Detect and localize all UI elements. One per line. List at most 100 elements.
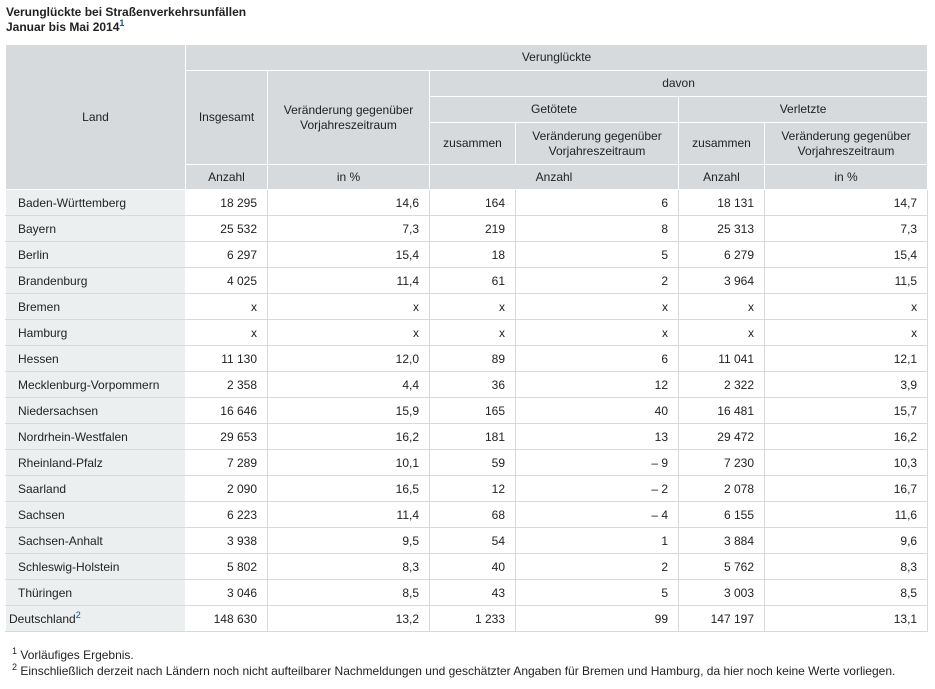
land-name: Thüringen — [18, 585, 73, 600]
cell-veraenderung-insgesamt: 11,4 — [267, 501, 430, 528]
cell-getoetete-zusammen: 12 — [429, 475, 516, 502]
cell-verletzte-veraenderung: 16,2 — [763, 423, 929, 450]
land-name: Mecklenburg-Vorpommern — [18, 377, 160, 392]
cell-insgesamt: 6 223 — [185, 501, 268, 528]
cell-getoetete-zusammen: 164 — [429, 189, 516, 216]
header-land: Land — [5, 44, 186, 190]
cell-insgesamt: 5 802 — [185, 553, 268, 580]
cell-verletzte-veraenderung: 8,3 — [763, 553, 929, 580]
table-row: Hessen 11 130 12,0 89 6 11 041 12,1 — [5, 345, 929, 372]
land-name: Brandenburg — [18, 273, 88, 288]
footnote-1: 1 Vorläufiges Ergebnis. — [12, 647, 895, 663]
cell-getoetete-zusammen: 54 — [429, 527, 516, 554]
header-verletzte-zusammen: zusammen — [678, 122, 765, 165]
land-name: Saarland — [18, 481, 67, 496]
footnote-ref-2[interactable]: 2 — [75, 609, 81, 620]
cell-getoetete-veraenderung: 2 — [515, 267, 679, 294]
land-name: Baden-Württemberg — [18, 195, 127, 210]
cell-veraenderung-insgesamt: 15,9 — [267, 397, 430, 424]
cell-veraenderung-insgesamt: 8,3 — [267, 553, 430, 580]
cell-verletzte-veraenderung: x — [763, 319, 929, 346]
cell-verletzte-veraenderung: 7,3 — [763, 215, 929, 242]
cell-veraenderung-insgesamt: 16,5 — [267, 475, 430, 502]
cell-verletzte-zusammen: 3 884 — [678, 527, 765, 554]
header-verletzte: Verletzte — [677, 96, 929, 123]
unit-verletzte-veraenderung: in % — [763, 164, 929, 190]
cell-veraenderung-insgesamt: 7,3 — [267, 215, 430, 242]
cell-verletzte-veraenderung: 14,7 — [763, 189, 929, 216]
land-cell: Mecklenburg-Vorpommern — [5, 371, 186, 398]
footnote-2-text: Einschließlich derzeit nach Ländern noch… — [20, 664, 896, 678]
table-row: Nordrhein-Westfalen 29 653 16,2 181 13 29 472… — [5, 423, 929, 450]
cell-getoetete-veraenderung: x — [515, 293, 679, 320]
land-cell: Bayern — [5, 215, 186, 242]
cell-getoetete-zusammen: 165 — [429, 397, 516, 424]
footnote-2-number: 2 — [12, 662, 18, 672]
cell-insgesamt: x — [185, 293, 268, 320]
cell-insgesamt: 4 025 — [185, 267, 268, 294]
cell-verletzte-veraenderung: 15,4 — [763, 241, 929, 268]
cell-veraenderung-insgesamt: 11,4 — [267, 267, 430, 294]
cell-getoetete-zusammen: 61 — [429, 267, 516, 294]
cell-verletzte-zusammen: 3 964 — [678, 267, 765, 294]
cell-getoetete-zusammen: 43 — [429, 579, 516, 606]
cell-verletzte-veraenderung: x — [763, 293, 929, 320]
table-row: Schleswig-Holstein 5 802 8,3 40 2 5 762 8,3 — [5, 553, 929, 580]
cell-verletzte-zusammen: 3 003 — [678, 579, 765, 606]
cell-verletzte-zusammen: 18 131 — [678, 189, 765, 216]
cell-getoetete-veraenderung: 8 — [515, 215, 679, 242]
footnote-ref-1[interactable]: 1 — [119, 18, 125, 28]
cell-insgesamt: 2 358 — [185, 371, 268, 398]
land-name: Schleswig-Holstein — [18, 559, 120, 574]
cell-insgesamt: 6 297 — [185, 241, 268, 268]
cell-getoetete-veraenderung: 5 — [515, 579, 679, 606]
cell-verletzte-zusammen: 6 279 — [678, 241, 765, 268]
land-cell: Schleswig-Holstein — [5, 553, 186, 580]
land-name: Berlin — [18, 247, 49, 262]
cell-insgesamt: 25 532 — [185, 215, 268, 242]
cell-verletzte-veraenderung: 16,7 — [763, 475, 929, 502]
land-name: Rheinland-Pfalz — [18, 455, 103, 470]
header-getoetete-zusammen: zusammen — [429, 122, 516, 165]
cell-veraenderung-insgesamt: 15,4 — [267, 241, 430, 268]
cell-verletzte-zusammen: x — [678, 319, 765, 346]
cell-getoetete-zusammen: 219 — [429, 215, 516, 242]
land-cell: Deutschland2 — [5, 605, 186, 632]
cell-verletzte-zusammen: 11 041 — [678, 345, 765, 372]
cell-insgesamt: 3 046 — [185, 579, 268, 606]
cell-verletzte-veraenderung: 11,5 — [763, 267, 929, 294]
cell-getoetete-veraenderung: 1 — [515, 527, 679, 554]
land-cell: Brandenburg — [5, 267, 186, 294]
cell-insgesamt: 2 090 — [185, 475, 268, 502]
cell-getoetete-zusammen: 89 — [429, 345, 516, 372]
unit-verletzte-zusammen: Anzahl — [678, 164, 765, 190]
cell-getoetete-veraenderung: 13 — [515, 423, 679, 450]
land-cell: Rheinland-Pfalz — [5, 449, 186, 476]
cell-getoetete-zusammen: 59 — [429, 449, 516, 476]
land-name: Bremen — [18, 299, 61, 314]
cell-getoetete-veraenderung: – 4 — [515, 501, 679, 528]
cell-veraenderung-insgesamt: 14,6 — [267, 189, 430, 216]
footnote-1-text: Vorläufiges Ergebnis. — [20, 648, 134, 662]
cell-verletzte-veraenderung: 3,9 — [763, 371, 929, 398]
cell-getoetete-zusammen: 181 — [429, 423, 516, 450]
land-cell: Sachsen-Anhalt — [5, 527, 186, 554]
land-cell: Thüringen — [5, 579, 186, 606]
cell-verletzte-zusammen: 2 078 — [678, 475, 765, 502]
cell-verletzte-zusammen: 7 230 — [678, 449, 765, 476]
cell-veraenderung-insgesamt: 8,5 — [267, 579, 430, 606]
land-name: Hessen — [18, 351, 59, 366]
cell-insgesamt: 3 938 — [185, 527, 268, 554]
land-name: Deutschland — [9, 611, 76, 626]
header-verletzte-veraenderung: Veränderung gegenüber Vorjahreszeitraum — [763, 122, 929, 165]
cell-verletzte-zusammen: 16 481 — [678, 397, 765, 424]
table-row: Niedersachsen 16 646 15,9 165 40 16 481 15,7 — [5, 397, 929, 424]
cell-veraenderung-insgesamt: 13,2 — [267, 605, 430, 632]
land-cell: Nordrhein-Westfalen — [5, 423, 186, 450]
table-row: Thüringen 3 046 8,5 43 5 3 003 8,5 — [5, 579, 929, 606]
cell-getoetete-zusammen: 18 — [429, 241, 516, 268]
cell-getoetete-zusammen: 36 — [429, 371, 516, 398]
header-verunglueckte: Verunglückte — [184, 44, 929, 71]
